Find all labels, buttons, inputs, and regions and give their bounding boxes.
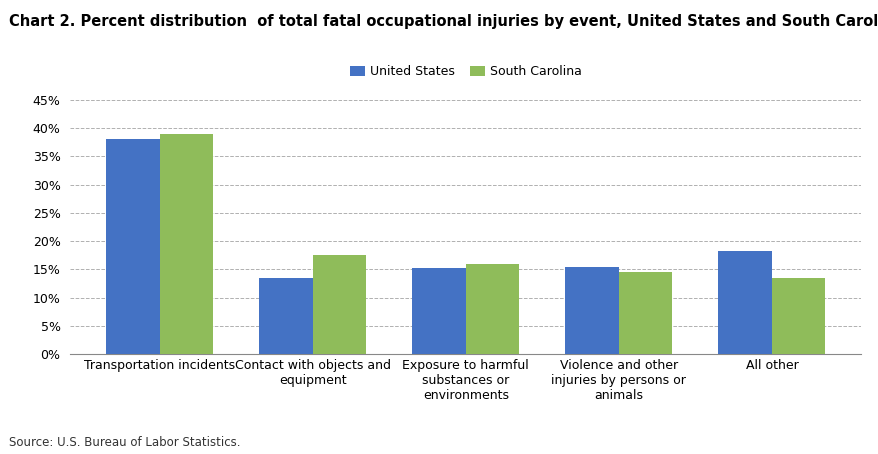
Bar (717, 252, 771, 354)
Bar (618, 272, 672, 354)
Bar (160, 134, 213, 354)
Bar (412, 268, 465, 354)
Text: Source: U.S. Bureau of Labor Statistics.: Source: U.S. Bureau of Labor Statistics. (9, 436, 240, 449)
Bar (771, 278, 824, 354)
Bar (465, 264, 519, 354)
Text: Chart 2. Percent distribution  of total fatal occupational injuries by event, Un: Chart 2. Percent distribution of total f… (9, 14, 878, 29)
Bar (565, 266, 618, 354)
Legend: United States, South Carolina: United States, South Carolina (344, 60, 587, 84)
Bar (313, 255, 366, 354)
Bar (106, 139, 160, 354)
Bar (259, 278, 313, 354)
